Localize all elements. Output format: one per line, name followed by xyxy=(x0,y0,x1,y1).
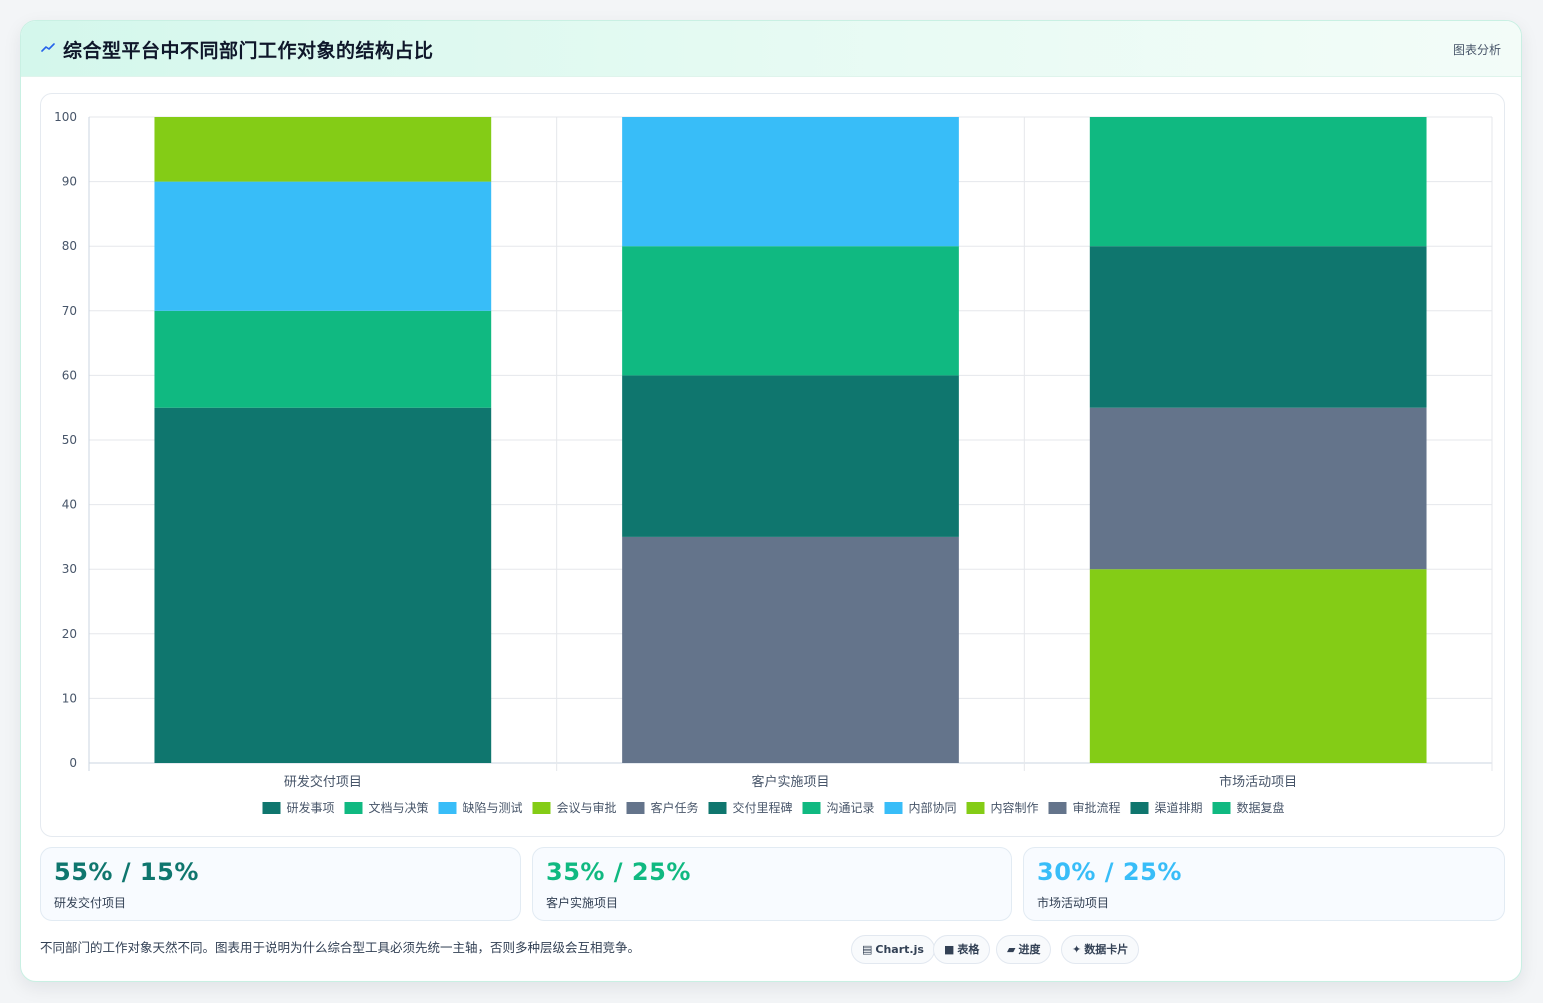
chart-icon: ▤ xyxy=(862,943,873,956)
y-tick-label: 40 xyxy=(62,498,77,512)
legend-swatch xyxy=(1130,802,1149,814)
stat-label: 市场活动项目 xyxy=(1037,896,1110,910)
legend-label: 研发事项 xyxy=(287,800,335,815)
bar-segment xyxy=(154,310,492,408)
y-tick-label: 80 xyxy=(62,239,77,253)
sparkle-icon: ✦ xyxy=(1072,943,1082,956)
y-tick-label: 100 xyxy=(54,110,77,124)
bar-segment xyxy=(622,117,959,247)
bar-segment xyxy=(154,407,492,763)
table-icon: ■ xyxy=(944,943,955,956)
stat-label: 客户实施项目 xyxy=(546,896,619,910)
legend-swatch xyxy=(532,802,551,814)
bar-segment xyxy=(622,246,959,376)
stat-card-client: 35% / 25% 客户实施项目 xyxy=(532,847,1012,921)
stat-value: 35% / 25% xyxy=(546,858,691,886)
stat-value: 30% / 25% xyxy=(1037,858,1182,886)
legend-label: 沟通记录 xyxy=(827,801,875,815)
legend-label: 渠道排期 xyxy=(1155,801,1203,815)
legend-label: 数据复盘 xyxy=(1237,800,1285,815)
bar-segment xyxy=(1089,407,1427,570)
stacked-bar-chart: 0 10 20 30 40 50 60 70 80 90 100 研发交付项目 客户实施项目 市场活动项目… xyxy=(54,110,1493,815)
legend-label: 内容制作 xyxy=(991,800,1039,815)
chart-analysis-link[interactable]: 图表分析 xyxy=(1452,43,1501,57)
pill-table[interactable]: ■ 表格 xyxy=(933,935,991,964)
pill-data-card[interactable]: ✦ 数据卡片 xyxy=(1061,935,1140,964)
legend-swatch xyxy=(1212,802,1231,814)
legend-label: 客户任务 xyxy=(651,800,699,815)
legend-swatch xyxy=(884,802,903,814)
legend-label: 文档与决策 xyxy=(369,800,429,815)
bar-segment xyxy=(1089,569,1427,763)
bar-segment xyxy=(1089,246,1427,408)
legend-swatch xyxy=(626,802,645,814)
x-tick-label: 客户实施项目 xyxy=(751,774,829,790)
legend-label: 缺陷与测试 xyxy=(463,800,523,815)
pill-label: Chart.js xyxy=(875,943,924,956)
bar-segment xyxy=(154,181,492,311)
legend-label: 交付里程碑 xyxy=(733,800,793,815)
legend-swatch xyxy=(344,802,363,814)
pill-chartjs[interactable]: ▤ Chart.js xyxy=(851,935,935,964)
trend-icon xyxy=(41,43,55,52)
y-tick-label: 60 xyxy=(62,368,77,382)
legend-label: 会议与审批 xyxy=(557,800,617,815)
progress-icon: ▰ xyxy=(1007,943,1016,956)
page-title: 综合型平台中不同部门工作对象的结构占比 xyxy=(63,40,434,62)
x-tick-label: 研发交付项目 xyxy=(284,774,362,790)
stat-label: 研发交付项目 xyxy=(54,896,127,910)
y-tick-label: 50 xyxy=(62,433,77,447)
legend-label: 内部协同 xyxy=(909,800,957,815)
legend-swatch xyxy=(438,802,457,814)
stat-card-rd: 55% / 15% 研发交付项目 xyxy=(40,847,521,921)
pill-label: 数据卡片 xyxy=(1084,943,1129,956)
legend-label: 审批流程 xyxy=(1073,800,1121,815)
footnote: 不同部门的工作对象天然不同。图表用于说明为什么综合型工具必须先统一主轴，否则多种… xyxy=(40,940,641,955)
legend-swatch xyxy=(708,802,727,814)
bar-segment xyxy=(1089,117,1427,247)
pill-label: 进度 xyxy=(1018,943,1041,956)
bar-segment xyxy=(154,117,492,182)
legend-swatch xyxy=(966,802,985,814)
y-tick-label: 30 xyxy=(62,562,77,576)
y-tick-label: 70 xyxy=(62,304,77,318)
legend-swatch xyxy=(262,802,281,814)
bar-segment xyxy=(622,375,959,537)
y-tick-label: 0 xyxy=(69,756,77,770)
pill-label: 表格 xyxy=(957,943,980,956)
chart-card: 综合型平台中不同部门工作对象的结构占比 图表分析 0 10 20 30 40 50 60 70… xyxy=(20,20,1522,982)
card-header: 综合型平台中不同部门工作对象的结构占比 图表分析 xyxy=(21,21,1521,77)
stat-value: 55% / 15% xyxy=(54,858,199,886)
legend-swatch xyxy=(1048,802,1067,814)
y-tick-label: 90 xyxy=(62,175,77,189)
y-tick-label: 10 xyxy=(62,691,77,705)
pill-progress[interactable]: ▰ 进度 xyxy=(996,935,1052,964)
chart-panel: 0 10 20 30 40 50 60 70 80 90 100 研发交付项目 客户实施项目 市场活动项目… xyxy=(40,93,1505,837)
legend-swatch xyxy=(802,802,821,814)
x-tick-label: 市场活动项目 xyxy=(1219,774,1297,790)
stat-card-marketing: 30% / 25% 市场活动项目 xyxy=(1023,847,1505,921)
y-tick-label: 20 xyxy=(62,627,77,641)
bar-segment xyxy=(622,536,959,763)
